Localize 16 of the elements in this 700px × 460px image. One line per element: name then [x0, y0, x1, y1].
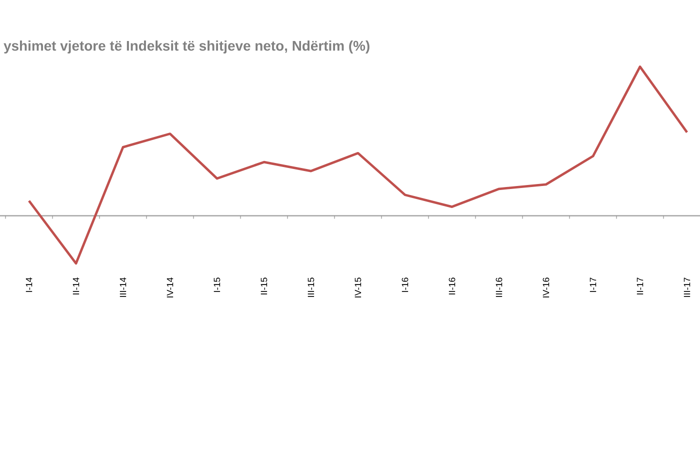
x-tick-label: II-17: [636, 278, 644, 294]
x-tick-label: I-17: [590, 278, 596, 292]
x-tick-label: IV-15: [354, 278, 362, 298]
x-tick-label: III-15: [308, 278, 314, 297]
x-tick-label: I-14: [26, 278, 32, 292]
x-tick-label: III-16: [496, 278, 502, 297]
x-tick-label: II-16: [448, 278, 456, 294]
x-tick-label: IV-16: [542, 278, 550, 298]
x-tick-label: II-14: [72, 278, 80, 294]
x-tick-label: IV-14: [166, 278, 174, 298]
x-tick-label: III-14: [120, 278, 126, 297]
chart-title: yshimet vjetore të Indeksit të shitjeve neto, Ndërtim (%): [4, 40, 370, 54]
x-tick-label: I-15: [214, 278, 220, 292]
x-tick-label: II-15: [260, 278, 268, 294]
x-tick-label: III-17: [684, 278, 690, 297]
x-tick-label: I-16: [402, 278, 408, 292]
